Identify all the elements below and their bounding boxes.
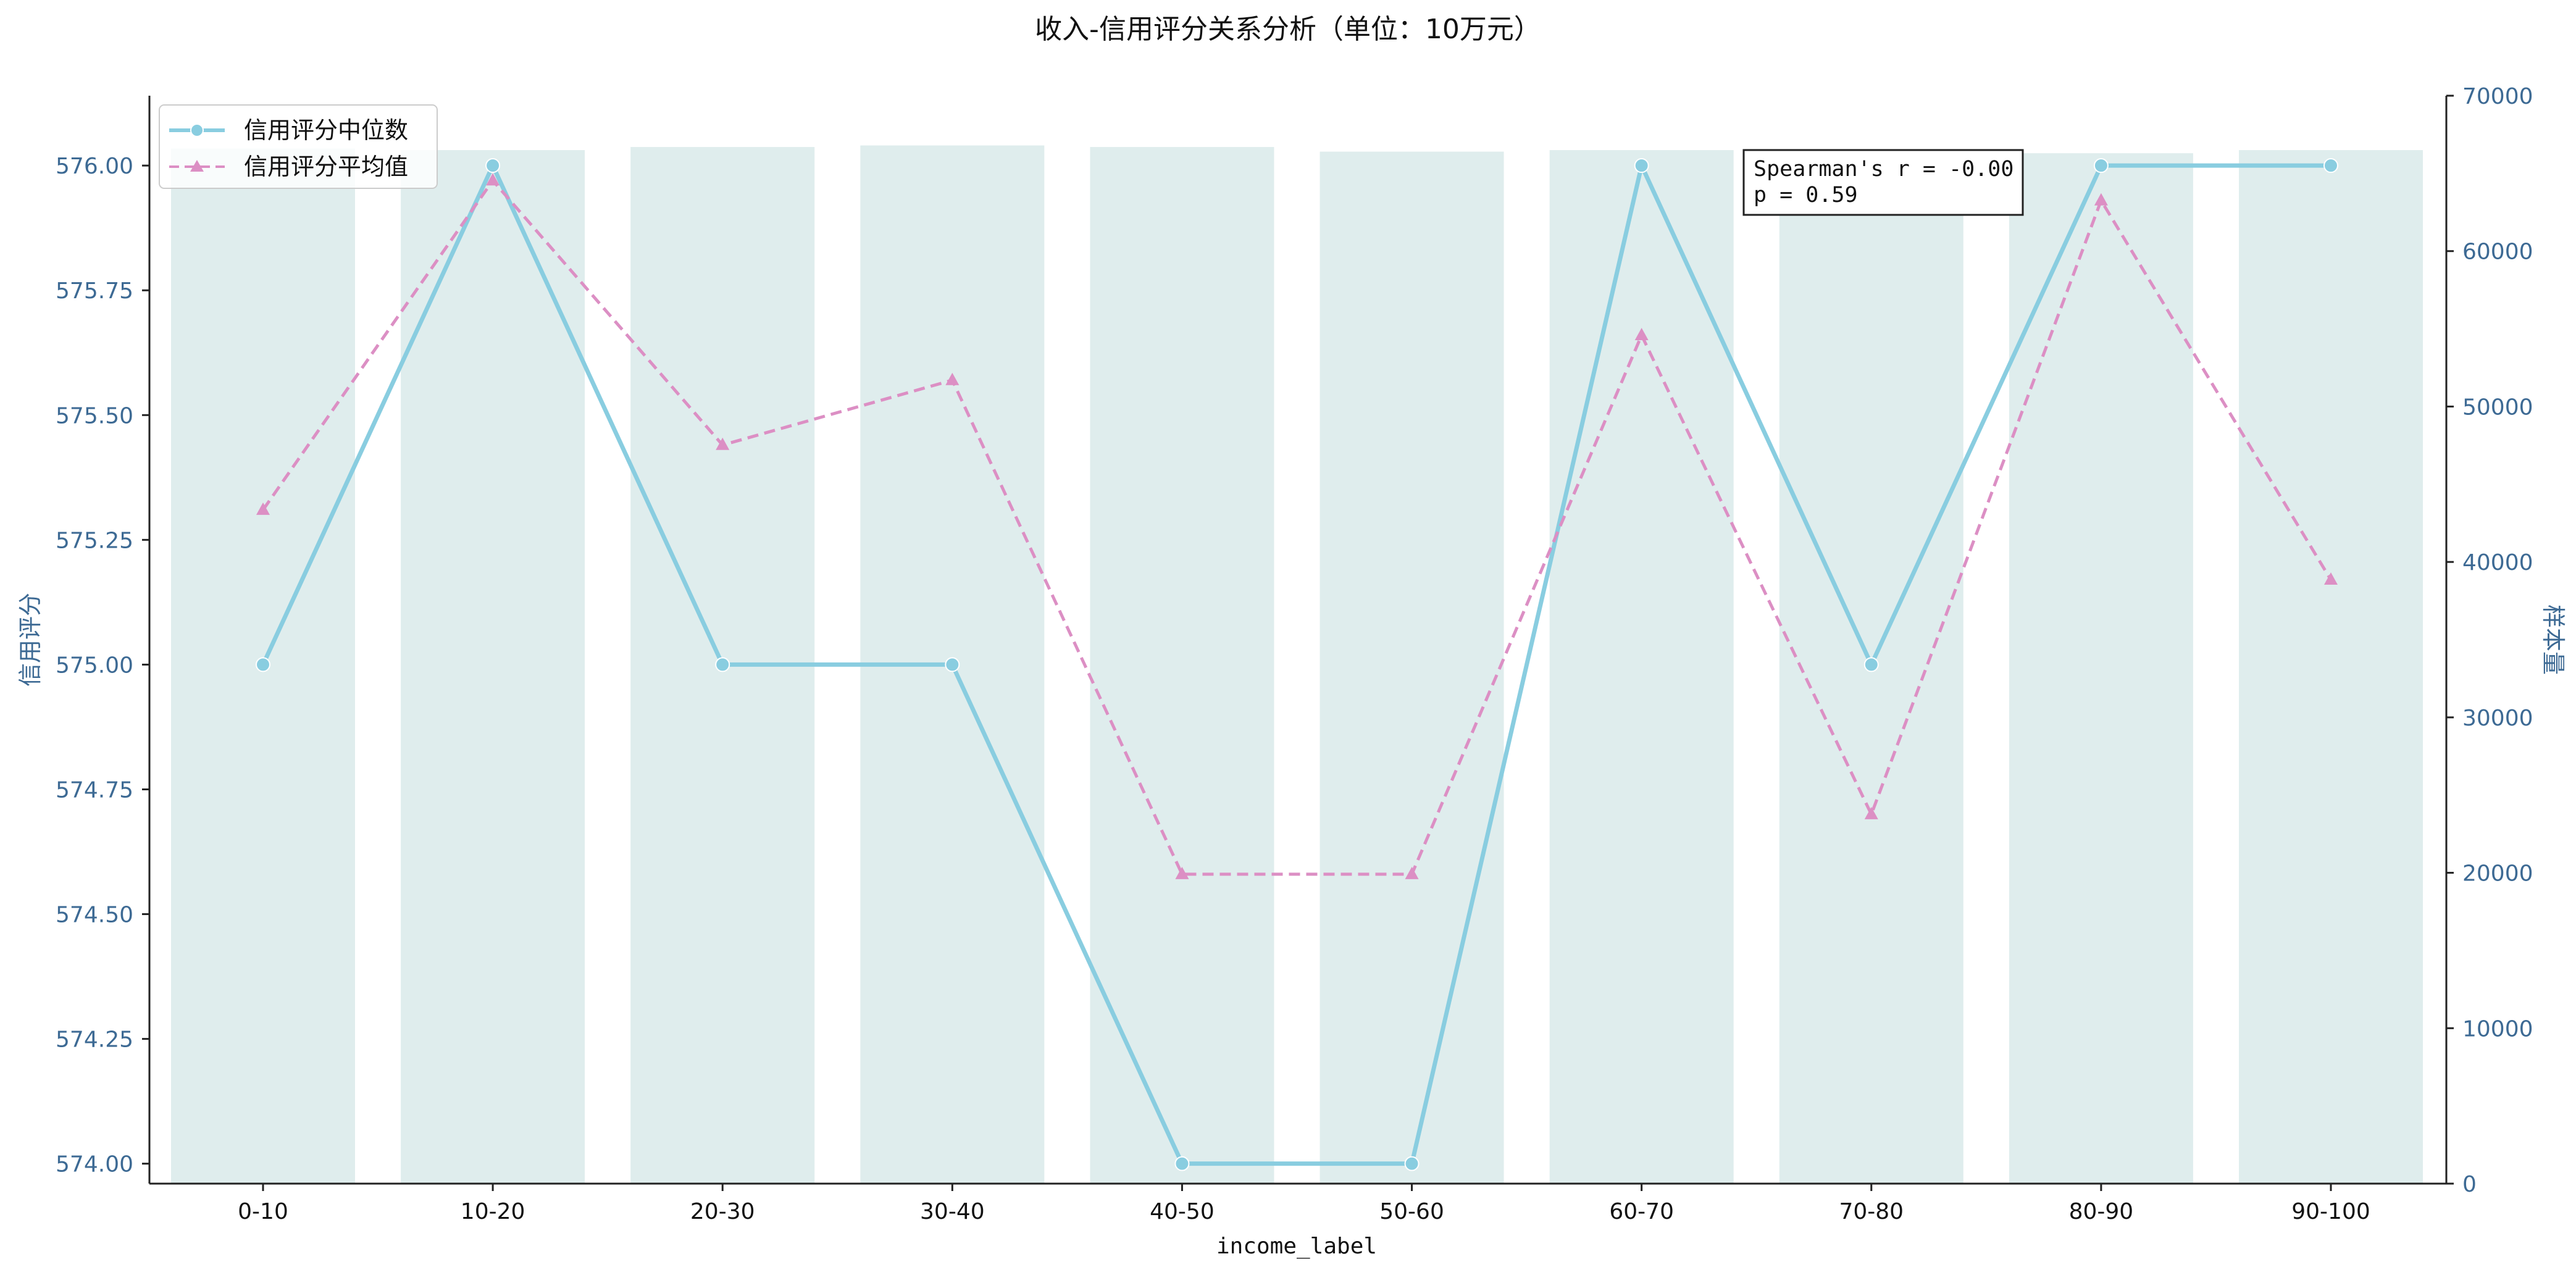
median-point-80-90 <box>2093 158 2109 173</box>
left-tick-label: 574.25 <box>56 1027 133 1053</box>
left-tick-label: 575.50 <box>56 403 133 428</box>
right-tick-label: 50000 <box>2462 395 2533 420</box>
y-axis-right-label: 样本量 <box>2540 604 2567 675</box>
x-tick-label: 0-10 <box>238 1199 288 1224</box>
median-point-10-20 <box>485 158 501 173</box>
left-tick-label: 575.75 <box>56 278 133 304</box>
right-tick-label: 60000 <box>2462 240 2533 265</box>
median-point-0-10 <box>256 657 270 672</box>
median-point-60-70 <box>1634 158 1649 173</box>
legend: 信用评分中位数 信用评分平均值 <box>159 104 438 189</box>
median-point-30-40 <box>945 657 960 672</box>
axes-layer <box>148 96 2448 1185</box>
legend-frame <box>159 104 438 189</box>
left-axis-ticks: 574.00 574.25 574.50 574.75 575.00 575.25 575.… <box>56 154 149 1177</box>
annotation-frame <box>1742 149 2024 216</box>
left-tick-label: 575.25 <box>56 528 133 553</box>
legend-label-median: 信用评分中位数 <box>244 117 408 144</box>
mean-point-80-90 <box>2094 193 2108 206</box>
legend-label-mean: 信用评分平均值 <box>244 153 408 180</box>
bar-sample-count-90-100 <box>2239 150 2423 1184</box>
legend-item-mean: 信用评分平均值 <box>169 153 408 180</box>
right-tick-label: 10000 <box>2462 1016 2533 1042</box>
x-tick-label: 20-30 <box>690 1199 755 1224</box>
line-series-median <box>261 163 2331 1166</box>
x-tick-label: 90-100 <box>2291 1199 2370 1224</box>
left-tick-label: 574.75 <box>56 777 133 803</box>
mean-point-90-100 <box>2324 572 2338 585</box>
left-tick-label: 576.00 <box>56 154 133 179</box>
mean-point-70-80 <box>1864 806 1878 819</box>
mean-point-50-60 <box>1405 866 1419 879</box>
bar-sample-count-10-20 <box>401 150 585 1184</box>
bar-sample-count-50-60 <box>1319 151 1504 1184</box>
legend-item-median: 信用评分中位数 <box>169 117 408 144</box>
annotation-line-1: Spearman's r = -0.00 <box>1754 157 2014 182</box>
x-tick-label: 10-20 <box>461 1199 525 1224</box>
median-point-20-30 <box>715 657 730 672</box>
x-tick-label: 70-80 <box>1839 1199 1904 1224</box>
x-tick-label: 80-90 <box>2069 1199 2134 1224</box>
mean-point-60-70 <box>1634 327 1649 340</box>
mean-point-30-40 <box>945 372 960 385</box>
x-axis-ticks: 0-10 10-20 20-30 30-40 40-50 50-60 60-70 70-80 8… <box>238 1184 2370 1224</box>
x-axis-label: income_label <box>1216 1234 1377 1259</box>
legend-marker-median <box>190 123 204 137</box>
median-point-50-60 <box>1404 1156 1420 1171</box>
y-axis-left-label: 信用评分 <box>17 593 44 687</box>
median-point-90-100 <box>2323 158 2338 173</box>
x-tick-label: 30-40 <box>920 1199 985 1224</box>
median-point-40-50 <box>1174 1156 1190 1171</box>
right-tick-label: 0 <box>2462 1172 2477 1197</box>
lines-layer <box>256 158 2338 1171</box>
spearman-annotation: Spearman's r = -0.00 p = 0.59 <box>1742 149 2024 216</box>
mean-point-40-50 <box>1175 866 1189 879</box>
chart-title: 收入-信用评分关系分析（单位：10万元） <box>1035 14 1541 45</box>
left-tick-label: 574.50 <box>56 903 133 928</box>
bar-sample-count-60-70 <box>1549 150 1734 1184</box>
right-tick-label: 40000 <box>2462 550 2533 575</box>
bar-sample-count-80-90 <box>2009 153 2193 1184</box>
x-tick-label: 50-60 <box>1379 1199 1444 1224</box>
median-point-70-80 <box>1863 657 1879 672</box>
mean-point-10-20 <box>486 173 500 186</box>
bar-sample-count-40-50 <box>1090 147 1274 1184</box>
right-tick-label: 20000 <box>2462 861 2533 887</box>
bars-layer <box>171 145 2423 1184</box>
mean-point-0-10 <box>256 502 270 515</box>
right-tick-label: 30000 <box>2462 706 2533 731</box>
legend-marker-mean <box>190 160 204 172</box>
x-tick-label: 60-70 <box>1609 1199 1674 1224</box>
right-axis-ticks: 0 10000 20000 30000 40000 50000 60000 70000 <box>2446 84 2533 1197</box>
line-series-mean <box>261 178 2333 876</box>
mean-point-20-30 <box>716 437 730 450</box>
annotation-line-2: p = 0.59 <box>1754 183 1858 207</box>
x-tick-label: 40-50 <box>1150 1199 1215 1224</box>
right-tick-label: 70000 <box>2462 84 2533 109</box>
left-tick-label: 575.00 <box>56 653 133 678</box>
left-tick-label: 574.00 <box>56 1152 133 1177</box>
